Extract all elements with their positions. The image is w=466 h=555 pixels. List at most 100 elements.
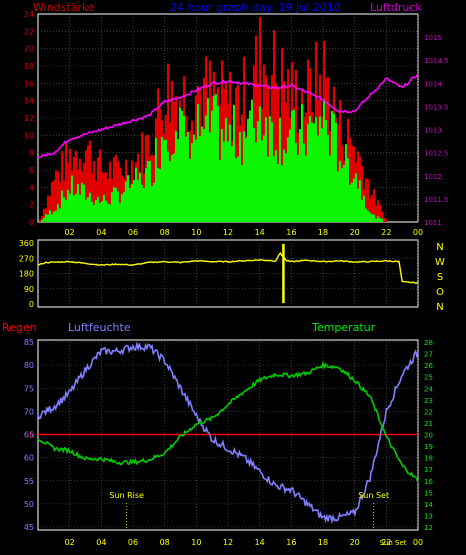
mean-bar xyxy=(264,117,268,222)
mean-bar xyxy=(296,154,300,222)
mean-bar xyxy=(348,184,352,222)
mean-bar xyxy=(224,117,228,222)
mean-bar xyxy=(222,141,226,222)
gust-bar xyxy=(96,156,100,222)
y-tick-label: 12 xyxy=(24,114,34,123)
mean-bar xyxy=(132,180,136,222)
mean-bar xyxy=(194,139,198,222)
humidity-tick-label: 80 xyxy=(24,361,34,370)
mean-bar xyxy=(206,98,210,222)
mean-bar xyxy=(102,195,106,222)
mean-bar xyxy=(216,106,220,222)
mean-bar xyxy=(74,193,78,222)
humidity-tick-label: 60 xyxy=(24,454,34,463)
temperature-tick-label: 16 xyxy=(424,478,433,486)
y-tick-label: 14 xyxy=(24,97,34,106)
temperature-tick-label: 13 xyxy=(424,512,433,520)
mean-bar xyxy=(302,143,306,222)
y-tick-label: 18 xyxy=(24,62,34,71)
mean-bar xyxy=(378,218,382,222)
mean-bar xyxy=(252,127,256,222)
header-title: 24 hour graph day: 19 Jul 2010 xyxy=(170,1,341,14)
gust-bar xyxy=(380,211,384,222)
mean-bar xyxy=(376,216,380,222)
mean-bar xyxy=(106,203,110,222)
mean-bar xyxy=(358,180,362,222)
mean-bar xyxy=(248,110,252,222)
y-tick-label: 2 xyxy=(29,201,34,210)
mean-bar xyxy=(226,141,230,222)
temperature-tick-label: 28 xyxy=(424,339,433,347)
mean-bar xyxy=(238,132,242,222)
x-tick-label: 04 xyxy=(96,228,106,237)
gust-bar xyxy=(280,47,284,223)
temperature-tick-label: 26 xyxy=(424,362,433,370)
mean-bar xyxy=(334,122,338,222)
gust-bar xyxy=(108,161,112,222)
mean-bar xyxy=(72,195,76,222)
y-tick-label: 6 xyxy=(29,166,34,175)
mean-bar xyxy=(274,150,278,222)
mean-bar xyxy=(96,196,100,222)
mean-bar xyxy=(64,200,68,222)
mean-bar xyxy=(78,194,82,222)
mean-bar xyxy=(130,183,134,222)
mean-bar xyxy=(114,188,118,222)
gust-bar xyxy=(360,166,364,222)
y2-tick-label: 1014 xyxy=(424,80,442,88)
mean-bar xyxy=(344,144,348,222)
gust-bar xyxy=(42,208,46,222)
gust-bar xyxy=(356,151,360,222)
mean-bar xyxy=(370,214,374,222)
mean-bar xyxy=(280,165,284,222)
gust-bar xyxy=(86,145,90,222)
mean-bar xyxy=(156,168,160,222)
y-tick-label: 20 xyxy=(24,45,34,54)
mean-bar xyxy=(288,129,292,222)
mean-bar xyxy=(266,156,270,222)
mean-bar xyxy=(122,191,126,222)
gust-bar xyxy=(276,87,280,223)
x-tick-label: 00 xyxy=(413,228,423,237)
humidity-label: Luftfeuchte xyxy=(68,321,131,334)
temperature-tick-label: 17 xyxy=(424,466,433,474)
mean-bar xyxy=(356,188,360,222)
mean-bar xyxy=(116,191,120,222)
mean-bar xyxy=(318,116,322,222)
humidity-tick-label: 45 xyxy=(24,523,34,532)
humidity-tick-label: 85 xyxy=(24,338,34,347)
x-tick-label: 18 xyxy=(318,538,328,547)
mean-bar xyxy=(128,187,132,222)
mean-bar xyxy=(352,178,356,222)
mean-bar xyxy=(340,168,344,222)
gust-bar xyxy=(106,179,110,222)
x-tick-label: 22 xyxy=(381,538,391,547)
gust-bar xyxy=(84,150,88,222)
mean-bar xyxy=(368,212,372,222)
mean-bar xyxy=(240,165,244,222)
header-left-label: Windstärke xyxy=(33,1,95,14)
x-tick-label: 22 xyxy=(381,228,391,237)
mean-bar xyxy=(374,218,378,222)
gust-bar xyxy=(100,172,104,222)
mean-bar xyxy=(166,151,170,222)
mean-bar xyxy=(112,187,116,222)
mean-bar xyxy=(88,192,92,222)
compass-label: N xyxy=(436,302,443,313)
mean-bar xyxy=(158,169,162,222)
direction-tick-label: 0 xyxy=(29,300,34,309)
gust-bar xyxy=(376,200,380,222)
y2-tick-label: 1011 xyxy=(424,219,442,227)
mean-bar xyxy=(138,172,142,222)
mean-bar xyxy=(270,122,274,222)
gust-bar xyxy=(88,140,92,222)
mean-bar xyxy=(46,214,50,222)
mean-bar xyxy=(196,104,200,222)
mean-bar xyxy=(76,184,80,222)
mean-bar xyxy=(294,142,298,222)
mean-bar xyxy=(168,161,172,222)
mean-bar xyxy=(98,203,102,222)
mean-bar xyxy=(84,199,88,222)
y-tick-label: 8 xyxy=(29,149,34,158)
